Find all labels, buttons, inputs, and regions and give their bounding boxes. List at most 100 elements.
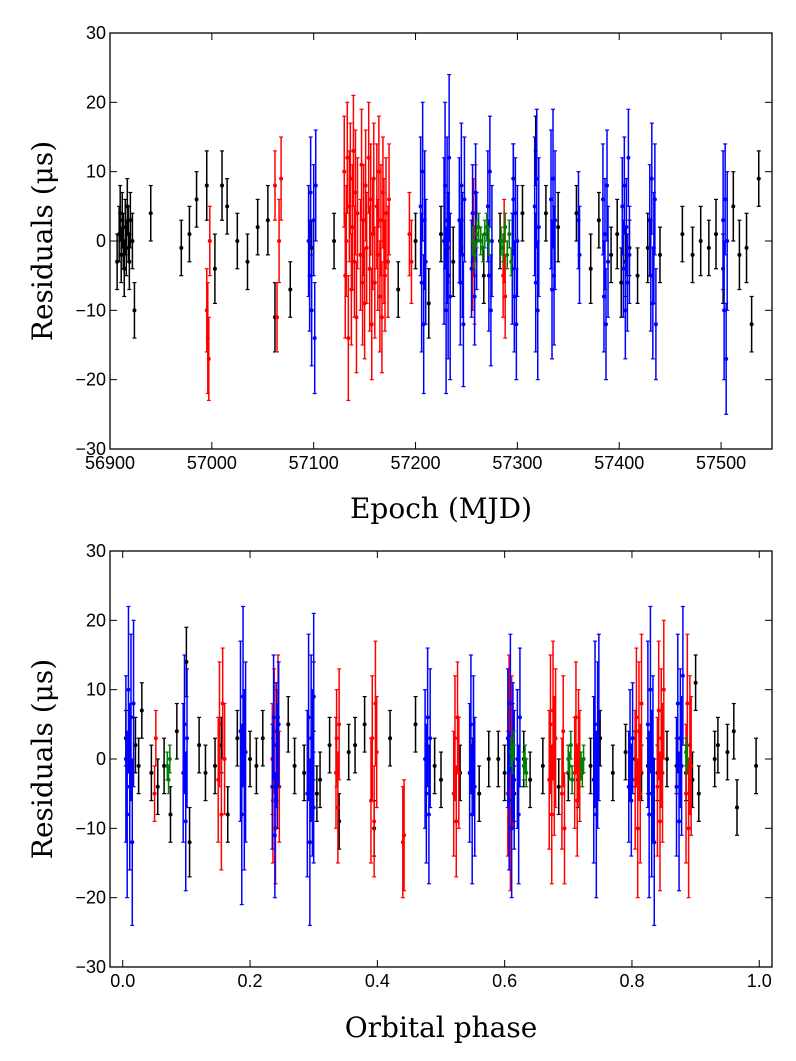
data-point-blue: [311, 751, 316, 864]
data-point-blue: [485, 150, 490, 263]
data-point-black: [664, 730, 669, 788]
y-tick-label: 0: [96, 749, 106, 769]
marker: [260, 736, 265, 741]
marker: [620, 204, 625, 209]
marker: [377, 294, 382, 299]
data-point-green: [511, 730, 516, 760]
marker: [477, 791, 482, 796]
data-point-black: [754, 737, 759, 795]
data-point-blue: [513, 157, 518, 270]
x-tick-label: 57200: [391, 453, 441, 473]
marker: [556, 225, 561, 230]
data-point-black: [194, 171, 199, 228]
x-tick-label: 0.0: [110, 971, 135, 991]
data-point-red: [370, 675, 375, 802]
top-chart-data-points: [115, 73, 761, 415]
marker: [660, 770, 665, 775]
data-point-red: [222, 702, 227, 816]
marker: [515, 239, 520, 243]
marker: [722, 308, 727, 313]
data-point-red: [275, 282, 280, 353]
data-point-blue: [512, 240, 517, 353]
data-point-black: [286, 695, 291, 753]
marker: [480, 245, 485, 250]
marker: [482, 232, 487, 237]
data-point-red: [353, 129, 358, 256]
marker: [653, 322, 658, 327]
marker: [155, 784, 160, 789]
marker: [384, 211, 389, 216]
marker: [130, 840, 135, 845]
data-point-red: [355, 157, 360, 270]
data-point-black: [610, 744, 615, 802]
marker: [288, 287, 293, 292]
marker: [712, 757, 717, 761]
marker: [235, 239, 240, 243]
marker: [353, 743, 358, 748]
data-point-black: [396, 261, 401, 318]
marker: [481, 273, 486, 278]
marker: [443, 183, 448, 188]
marker: [486, 239, 491, 243]
marker: [548, 197, 553, 202]
marker: [413, 722, 418, 727]
marker: [645, 722, 650, 727]
marker: [630, 736, 635, 741]
data-point-red: [368, 143, 373, 256]
marker: [271, 715, 276, 720]
marker: [512, 777, 517, 782]
data-point-black: [318, 751, 323, 809]
marker: [486, 757, 491, 761]
marker: [311, 805, 316, 810]
data-point-black: [540, 737, 545, 795]
marker: [222, 757, 227, 761]
marker: [540, 763, 545, 768]
marker: [674, 784, 679, 789]
marker: [265, 218, 270, 223]
marker: [499, 239, 504, 243]
marker: [309, 308, 314, 313]
data-point-blue: [443, 101, 448, 270]
marker: [596, 715, 601, 720]
marker: [664, 757, 669, 761]
marker: [517, 715, 522, 720]
marker: [516, 812, 521, 817]
data-point-black: [130, 212, 135, 270]
marker: [472, 252, 477, 257]
data-point-blue: [472, 716, 477, 857]
data-point-green: [499, 226, 504, 256]
marker: [520, 211, 525, 216]
marker: [512, 294, 517, 299]
marker: [488, 308, 493, 313]
data-point-blue: [627, 205, 632, 304]
marker: [505, 252, 510, 257]
data-point-black: [204, 150, 209, 221]
data-point-blue: [311, 164, 316, 277]
data-point-blue: [620, 157, 625, 256]
marker: [734, 805, 739, 810]
marker: [713, 232, 718, 237]
marker: [652, 197, 657, 202]
marker: [459, 183, 464, 188]
marker: [635, 826, 640, 831]
data-point-blue: [606, 205, 611, 318]
marker: [279, 176, 284, 181]
marker: [318, 777, 323, 782]
marker: [724, 356, 729, 361]
marker: [367, 266, 372, 271]
marker: [514, 322, 519, 327]
data-point-black: [139, 682, 144, 739]
marker: [470, 239, 475, 243]
data-point-black: [556, 758, 561, 816]
data-point-red: [655, 716, 660, 857]
marker: [469, 266, 474, 271]
data-point-black: [706, 219, 711, 277]
marker: [533, 280, 538, 285]
data-point-black: [302, 744, 307, 802]
data-point-black: [187, 205, 192, 263]
marker: [446, 273, 451, 278]
marker: [355, 211, 360, 216]
marker: [573, 715, 578, 720]
data-point-black: [148, 184, 153, 242]
data-point-black: [588, 737, 593, 795]
